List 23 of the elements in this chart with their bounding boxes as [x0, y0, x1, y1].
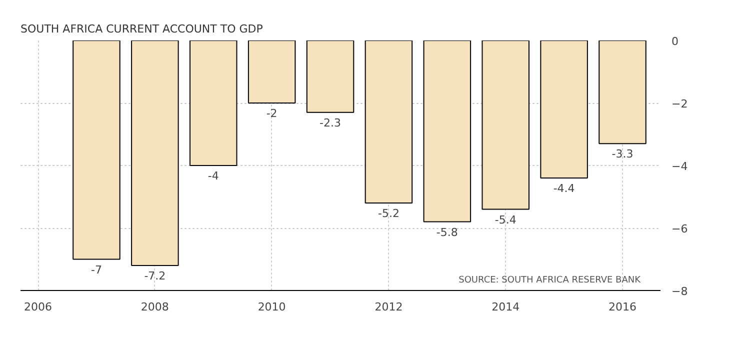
data-label: -5.8 [436, 226, 458, 239]
y-tick-label: −6 [672, 222, 688, 236]
x-tick-label: 2010 [258, 300, 286, 314]
chart-title: SOUTH AFRICA CURRENT ACCOUNT TO GDP [20, 22, 264, 36]
data-label: -2.3 [320, 116, 342, 130]
y-tick-label: −4 [672, 160, 688, 173]
x-tick-label: 2008 [140, 300, 169, 314]
data-label: -7.2 [144, 270, 166, 282]
x-tick-label: 2014 [492, 300, 520, 314]
data-label: -3.3 [612, 148, 634, 161]
x-tick-label: 2006 [24, 300, 52, 314]
data-label: -4.4 [553, 182, 575, 195]
y-tick-label: 0 [672, 35, 678, 48]
x-tick-label: 2016 [608, 300, 637, 314]
data-label: -5.4 [494, 213, 516, 226]
x-tick-label: 2012 [374, 300, 403, 314]
data-label: -5.2 [378, 207, 400, 220]
data-label: -4 [208, 170, 219, 182]
data-label: -2 [266, 107, 278, 120]
data-label: -7 [91, 263, 102, 276]
annotation: SOURCE: SOUTH AFRICA RESERVE BANK [458, 276, 642, 286]
y-tick-label: −2 [672, 98, 688, 110]
y-tick-label: −8 [672, 285, 688, 298]
